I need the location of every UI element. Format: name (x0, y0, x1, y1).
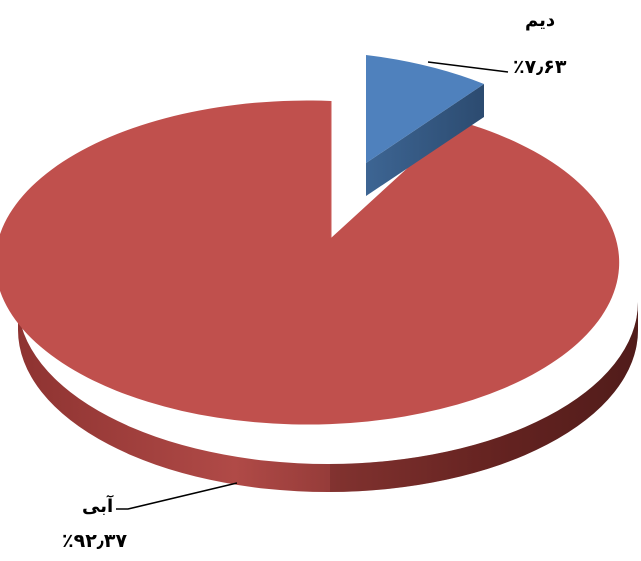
pie-slice-abi (0, 100, 638, 492)
slice-value-deim: ٪۷٫۶۳ (513, 56, 567, 78)
slice-label-abi: آبی (82, 496, 114, 517)
pie-slice-deim-top (366, 55, 484, 163)
pie-slice-deim-side (366, 84, 484, 196)
pie-slice-abi-side-shade (330, 302, 638, 492)
pie-slice-deim (366, 55, 484, 196)
leader-line-deim (427, 61, 509, 73)
slice-label-deim: دیم (525, 10, 556, 31)
slice-value-abi: ٪۹۲٫۳۷ (62, 530, 128, 552)
pie-slice-abi-top (0, 100, 620, 425)
pie-slice-abi-side (18, 302, 638, 492)
leader-line-abi (116, 482, 238, 510)
